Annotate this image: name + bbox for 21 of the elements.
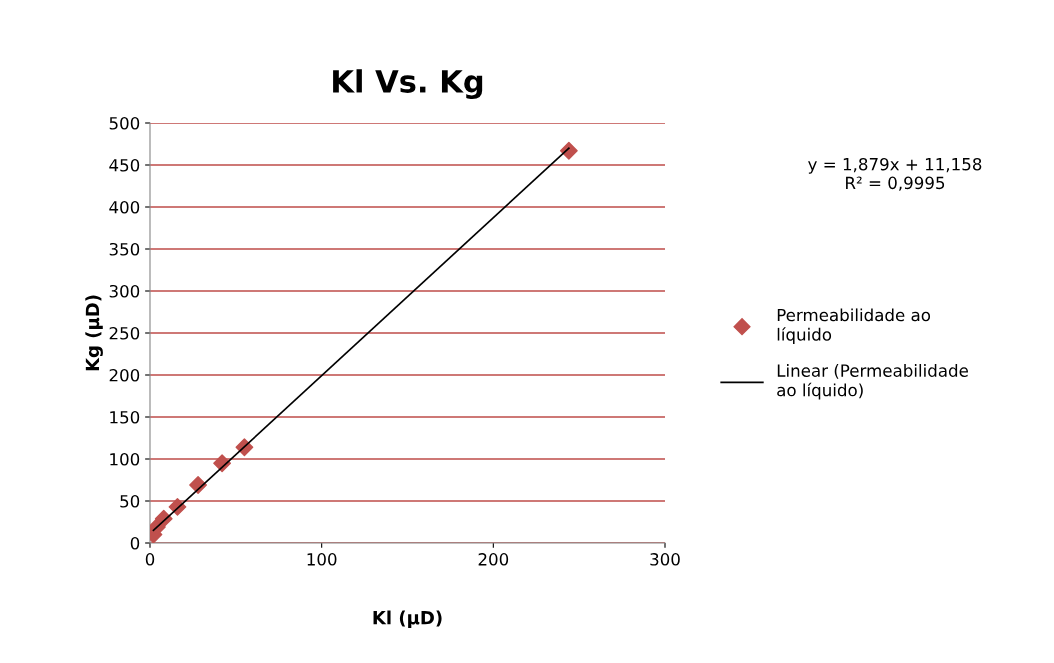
legend-label: Linear (Permeabilidade ao líquido) — [777, 364, 968, 400]
legend-label: Permeabilidade ao líquido — [777, 308, 931, 344]
y-tick-label: 350 — [109, 242, 140, 256]
y-tick-label: 500 — [109, 116, 140, 130]
y-tick-label: 100 — [110, 452, 140, 466]
y-tick-label: 200 — [109, 368, 140, 382]
x-tick-label: 200 — [478, 553, 509, 566]
chart-title: Kl Vs. Kg — [333, 69, 483, 100]
y-tick-label: 50 — [120, 494, 140, 508]
y-axis-title: Kg (µD) — [85, 295, 103, 371]
y-tick-label: 150 — [110, 410, 140, 424]
y-tick-label: 300 — [109, 284, 140, 298]
y-tick-label: 250 — [109, 326, 140, 340]
x-tick-label: 100 — [307, 553, 337, 566]
y-tick-label: 450 — [109, 158, 140, 172]
y-tick-label: 0 — [130, 536, 140, 550]
y-tick-label: 400 — [109, 200, 140, 214]
x-tick-label: 300 — [650, 553, 680, 566]
x-axis-title: Kl (µD) — [373, 610, 442, 629]
text: y = 1,879x + 11,158 R² = 0,9995 — [808, 157, 982, 191]
x-tick-label: 0 — [145, 553, 155, 566]
